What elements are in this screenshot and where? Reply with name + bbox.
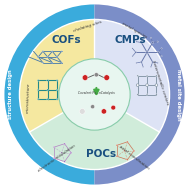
- Circle shape: [136, 84, 139, 86]
- Text: electronic modulation: electronic modulation: [37, 144, 77, 173]
- Circle shape: [155, 84, 158, 86]
- Circle shape: [156, 75, 157, 77]
- Circle shape: [157, 62, 158, 64]
- Circle shape: [37, 89, 39, 91]
- Circle shape: [143, 66, 144, 67]
- Circle shape: [53, 157, 55, 159]
- Text: axial coordination: axial coordination: [118, 144, 150, 170]
- Circle shape: [140, 42, 143, 43]
- Circle shape: [146, 75, 148, 77]
- Circle shape: [80, 108, 85, 114]
- Circle shape: [161, 48, 162, 49]
- Circle shape: [64, 143, 65, 144]
- Circle shape: [137, 75, 139, 77]
- Circle shape: [135, 51, 137, 53]
- Circle shape: [59, 59, 130, 130]
- Text: structure design: structure design: [8, 70, 13, 119]
- Circle shape: [104, 75, 109, 81]
- Circle shape: [157, 51, 159, 53]
- Circle shape: [61, 62, 62, 63]
- Circle shape: [47, 89, 48, 91]
- Circle shape: [42, 62, 43, 63]
- Text: chelating sites: chelating sites: [73, 19, 103, 33]
- Circle shape: [53, 146, 55, 148]
- Text: microstructure: microstructure: [26, 82, 31, 113]
- Circle shape: [137, 94, 139, 95]
- Circle shape: [94, 73, 98, 77]
- Circle shape: [111, 105, 116, 110]
- Wedge shape: [94, 5, 184, 184]
- Circle shape: [52, 51, 53, 52]
- Circle shape: [152, 61, 154, 63]
- Circle shape: [132, 48, 133, 49]
- Circle shape: [52, 62, 53, 63]
- Circle shape: [133, 150, 135, 152]
- Circle shape: [146, 94, 148, 95]
- Circle shape: [56, 89, 58, 91]
- Circle shape: [146, 51, 148, 53]
- Circle shape: [157, 41, 158, 42]
- Circle shape: [127, 159, 128, 160]
- Text: COFs: COFs: [52, 35, 81, 45]
- Circle shape: [150, 37, 152, 38]
- Circle shape: [146, 84, 148, 86]
- Text: heterometallic centers: heterometallic centers: [151, 60, 169, 106]
- Text: Covalent Po...nCatalysts: Covalent Po...nCatalysts: [78, 91, 115, 95]
- Circle shape: [124, 150, 125, 152]
- Circle shape: [127, 141, 128, 143]
- Circle shape: [37, 98, 39, 100]
- Circle shape: [137, 84, 139, 86]
- Circle shape: [61, 152, 62, 153]
- Circle shape: [82, 75, 88, 81]
- Circle shape: [150, 66, 152, 67]
- Circle shape: [37, 80, 39, 81]
- Circle shape: [156, 94, 157, 95]
- Circle shape: [152, 42, 154, 43]
- Circle shape: [38, 56, 39, 58]
- Circle shape: [146, 84, 148, 86]
- Circle shape: [116, 145, 118, 146]
- Circle shape: [140, 61, 143, 63]
- Circle shape: [136, 62, 137, 64]
- Circle shape: [47, 80, 48, 81]
- Circle shape: [56, 56, 58, 58]
- Circle shape: [143, 37, 144, 38]
- Circle shape: [47, 98, 48, 100]
- Wedge shape: [19, 19, 94, 170]
- Wedge shape: [29, 112, 160, 170]
- Circle shape: [91, 105, 95, 109]
- Wedge shape: [94, 19, 170, 170]
- Circle shape: [47, 56, 48, 58]
- Circle shape: [42, 51, 43, 52]
- Text: CMPs: CMPs: [114, 35, 146, 45]
- Circle shape: [156, 84, 157, 86]
- Text: POCs: POCs: [86, 149, 116, 159]
- Circle shape: [132, 56, 133, 57]
- Circle shape: [161, 56, 162, 57]
- Circle shape: [61, 51, 62, 52]
- Circle shape: [70, 152, 72, 153]
- Text: metal species: metal species: [121, 22, 147, 40]
- Circle shape: [116, 156, 118, 157]
- Wedge shape: [5, 5, 94, 184]
- Circle shape: [64, 161, 65, 162]
- Circle shape: [56, 80, 58, 81]
- Text: metal site design: metal site design: [176, 69, 181, 120]
- Circle shape: [136, 41, 137, 42]
- Circle shape: [101, 109, 107, 114]
- Circle shape: [56, 98, 58, 100]
